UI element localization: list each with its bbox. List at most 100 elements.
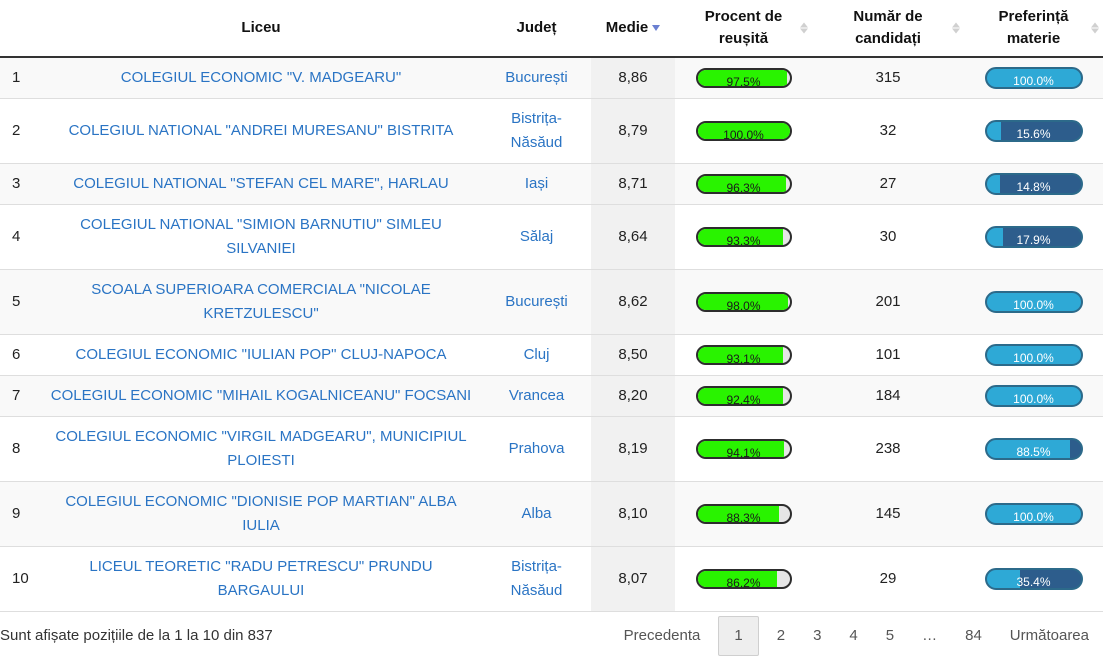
liceu-link[interactable]: COLEGIUL ECONOMIC "V. MADGEARU" — [120, 69, 402, 86]
liceu-link[interactable]: LICEUL TEORETIC "RADU PETRESCU" PRUNDU B… — [89, 558, 433, 599]
page-button-1[interactable]: 1 — [718, 616, 759, 656]
page-list: 1 2 3 4 5 … 84 — [714, 616, 995, 656]
preferinta-progress-bar: 14.8% — [984, 173, 1083, 195]
preferinta-progress-bar: 100.0% — [984, 291, 1083, 313]
procent-progress-bar: 96.3% — [695, 174, 792, 194]
candidati-cell: 32 — [812, 98, 964, 164]
page-button-5[interactable]: 5 — [885, 627, 895, 644]
row-index: 1 — [0, 57, 40, 99]
judet-cell: Bistrița-Năsăud — [482, 98, 591, 164]
header-index — [0, 0, 40, 58]
procent-progress-bar: 98.0% — [695, 292, 792, 312]
procent-cell: 100.0% — [675, 98, 812, 164]
preferinta-progress-bar: 15.6% — [984, 120, 1083, 142]
preferinta-label: 14.8% — [1016, 180, 1051, 194]
preferinta-cell: 88.5% — [964, 416, 1103, 482]
judet-link[interactable]: București — [505, 293, 568, 310]
preferinta-label: 35.4% — [1016, 575, 1051, 589]
preferinta-label: 88.5% — [1016, 445, 1051, 459]
preferinta-label: 100.0% — [1013, 74, 1054, 88]
medie-cell: 8,71 — [591, 163, 675, 205]
procent-progress-bar: 100.0% — [695, 121, 792, 141]
header-judet[interactable]: Județ — [482, 0, 591, 58]
header-medie[interactable]: Medie — [591, 0, 675, 58]
header-liceu[interactable]: Liceu — [40, 0, 482, 58]
row-index: 8 — [0, 416, 40, 482]
preferinta-progress-bar: 100.0% — [984, 503, 1083, 525]
procent-label: 98.0% — [726, 299, 761, 312]
judet-link[interactable]: Cluj — [523, 346, 550, 363]
page-button-3[interactable]: 3 — [813, 627, 822, 644]
pagination: Precedenta 1 2 3 4 5 … 84 Următoarea — [610, 616, 1103, 656]
judet-link[interactable]: Alba — [521, 505, 552, 522]
pagination-info: Sunt afișate pozițiile de la 1 la 10 din… — [0, 627, 273, 644]
procent-progress-bar: 97.5% — [695, 68, 792, 88]
judet-link[interactable]: Prahova — [508, 440, 565, 457]
judet-cell: Alba — [482, 481, 591, 547]
judet-link[interactable]: Bistrița-Năsăud — [510, 558, 563, 599]
procent-label: 88.3% — [726, 511, 761, 524]
results-table: Liceu Județ Medie Procent de reușită Numă… — [0, 0, 1103, 612]
previous-page-button[interactable]: Precedenta — [623, 627, 701, 644]
preferinta-label: 17.9% — [1016, 233, 1051, 247]
liceu-link[interactable]: COLEGIUL ECONOMIC "VIRGIL MADGEARU", MUN… — [55, 428, 467, 469]
medie-cell: 8,10 — [591, 481, 675, 547]
liceu-cell: COLEGIUL ECONOMIC "V. MADGEARU" — [40, 57, 482, 99]
page-button-2[interactable]: 2 — [776, 627, 786, 644]
preferinta-cell: 17.9% — [964, 204, 1103, 270]
candidati-cell: 184 — [812, 375, 964, 417]
preferinta-progress-bar: 17.9% — [984, 226, 1083, 248]
page-button-84[interactable]: 84 — [965, 627, 982, 644]
preferinta-cell: 100.0% — [964, 269, 1103, 335]
row-index: 6 — [0, 334, 40, 376]
procent-cell: 93.1% — [675, 334, 812, 376]
procent-progress-bar: 86.2% — [695, 569, 792, 589]
candidati-cell: 27 — [812, 163, 964, 205]
liceu-link[interactable]: COLEGIUL NATIONAL "STEFAN CEL MARE", HAR… — [73, 175, 449, 192]
liceu-link[interactable]: SCOALA SUPERIOARA COMERCIALA "NICOLAE KR… — [91, 281, 431, 322]
candidati-cell: 101 — [812, 334, 964, 376]
liceu-cell: COLEGIUL ECONOMIC "VIRGIL MADGEARU", MUN… — [40, 416, 482, 482]
preferinta-cell: 14.8% — [964, 163, 1103, 205]
liceu-cell: COLEGIUL NATIONAL "SIMION BARNUTIU" SIML… — [40, 204, 482, 270]
procent-label: 100.0% — [723, 128, 764, 141]
liceu-link[interactable]: COLEGIUL NATIONAL "SIMION BARNUTIU" SIML… — [80, 216, 442, 257]
candidati-cell: 238 — [812, 416, 964, 482]
medie-cell: 8,79 — [591, 98, 675, 164]
preferinta-label: 100.0% — [1013, 351, 1054, 365]
judet-link[interactable]: Iași — [524, 175, 549, 192]
judet-link[interactable]: Bistrița-Năsăud — [510, 110, 563, 151]
procent-cell: 98.0% — [675, 269, 812, 335]
page-button-4[interactable]: 4 — [849, 627, 858, 644]
judet-cell: Iași — [482, 163, 591, 205]
judet-link[interactable]: București — [505, 69, 568, 86]
procent-label: 86.2% — [726, 576, 761, 589]
procent-cell: 92.4% — [675, 375, 812, 417]
judet-cell: Prahova — [482, 416, 591, 482]
pagination-ellipsis: … — [922, 627, 938, 644]
liceu-link[interactable]: COLEGIUL NATIONAL "ANDREI MURESANU" BIST… — [68, 122, 454, 139]
procent-cell: 97.5% — [675, 57, 812, 99]
header-procent[interactable]: Procent de reușită — [675, 0, 812, 58]
table-row: 1 COLEGIUL ECONOMIC "V. MADGEARU" Bucureșt… — [0, 57, 1103, 99]
liceu-link[interactable]: COLEGIUL ECONOMIC "DIONISIE POP MARTIAN"… — [65, 493, 457, 534]
preferinta-label: 100.0% — [1013, 392, 1054, 406]
judet-link[interactable]: Vrancea — [508, 387, 565, 404]
medie-cell: 8,64 — [591, 204, 675, 270]
preferinta-progress-bar: 35.4% — [984, 568, 1083, 590]
candidati-cell: 29 — [812, 546, 964, 612]
judet-link[interactable]: Sălaj — [519, 228, 554, 245]
procent-progress-bar: 93.1% — [695, 345, 792, 365]
table-row: 8 COLEGIUL ECONOMIC "VIRGIL MADGEARU", MU… — [0, 416, 1103, 482]
preferinta-cell: 100.0% — [964, 334, 1103, 376]
liceu-cell: SCOALA SUPERIOARA COMERCIALA "NICOLAE KR… — [40, 269, 482, 335]
liceu-link[interactable]: COLEGIUL ECONOMIC "MIHAIL KOGALNICEANU" … — [50, 387, 472, 404]
liceu-cell: COLEGIUL NATIONAL "STEFAN CEL MARE", HAR… — [40, 163, 482, 205]
liceu-link[interactable]: COLEGIUL ECONOMIC "IULIAN POP" CLUJ-NAPO… — [75, 346, 447, 363]
row-index: 2 — [0, 98, 40, 164]
next-page-button[interactable]: Următoarea — [1009, 627, 1089, 644]
header-preferinta[interactable]: Preferință materie — [964, 0, 1103, 58]
procent-progress-bar: 92.4% — [695, 386, 792, 406]
header-numar[interactable]: Număr de candidați — [812, 0, 964, 58]
